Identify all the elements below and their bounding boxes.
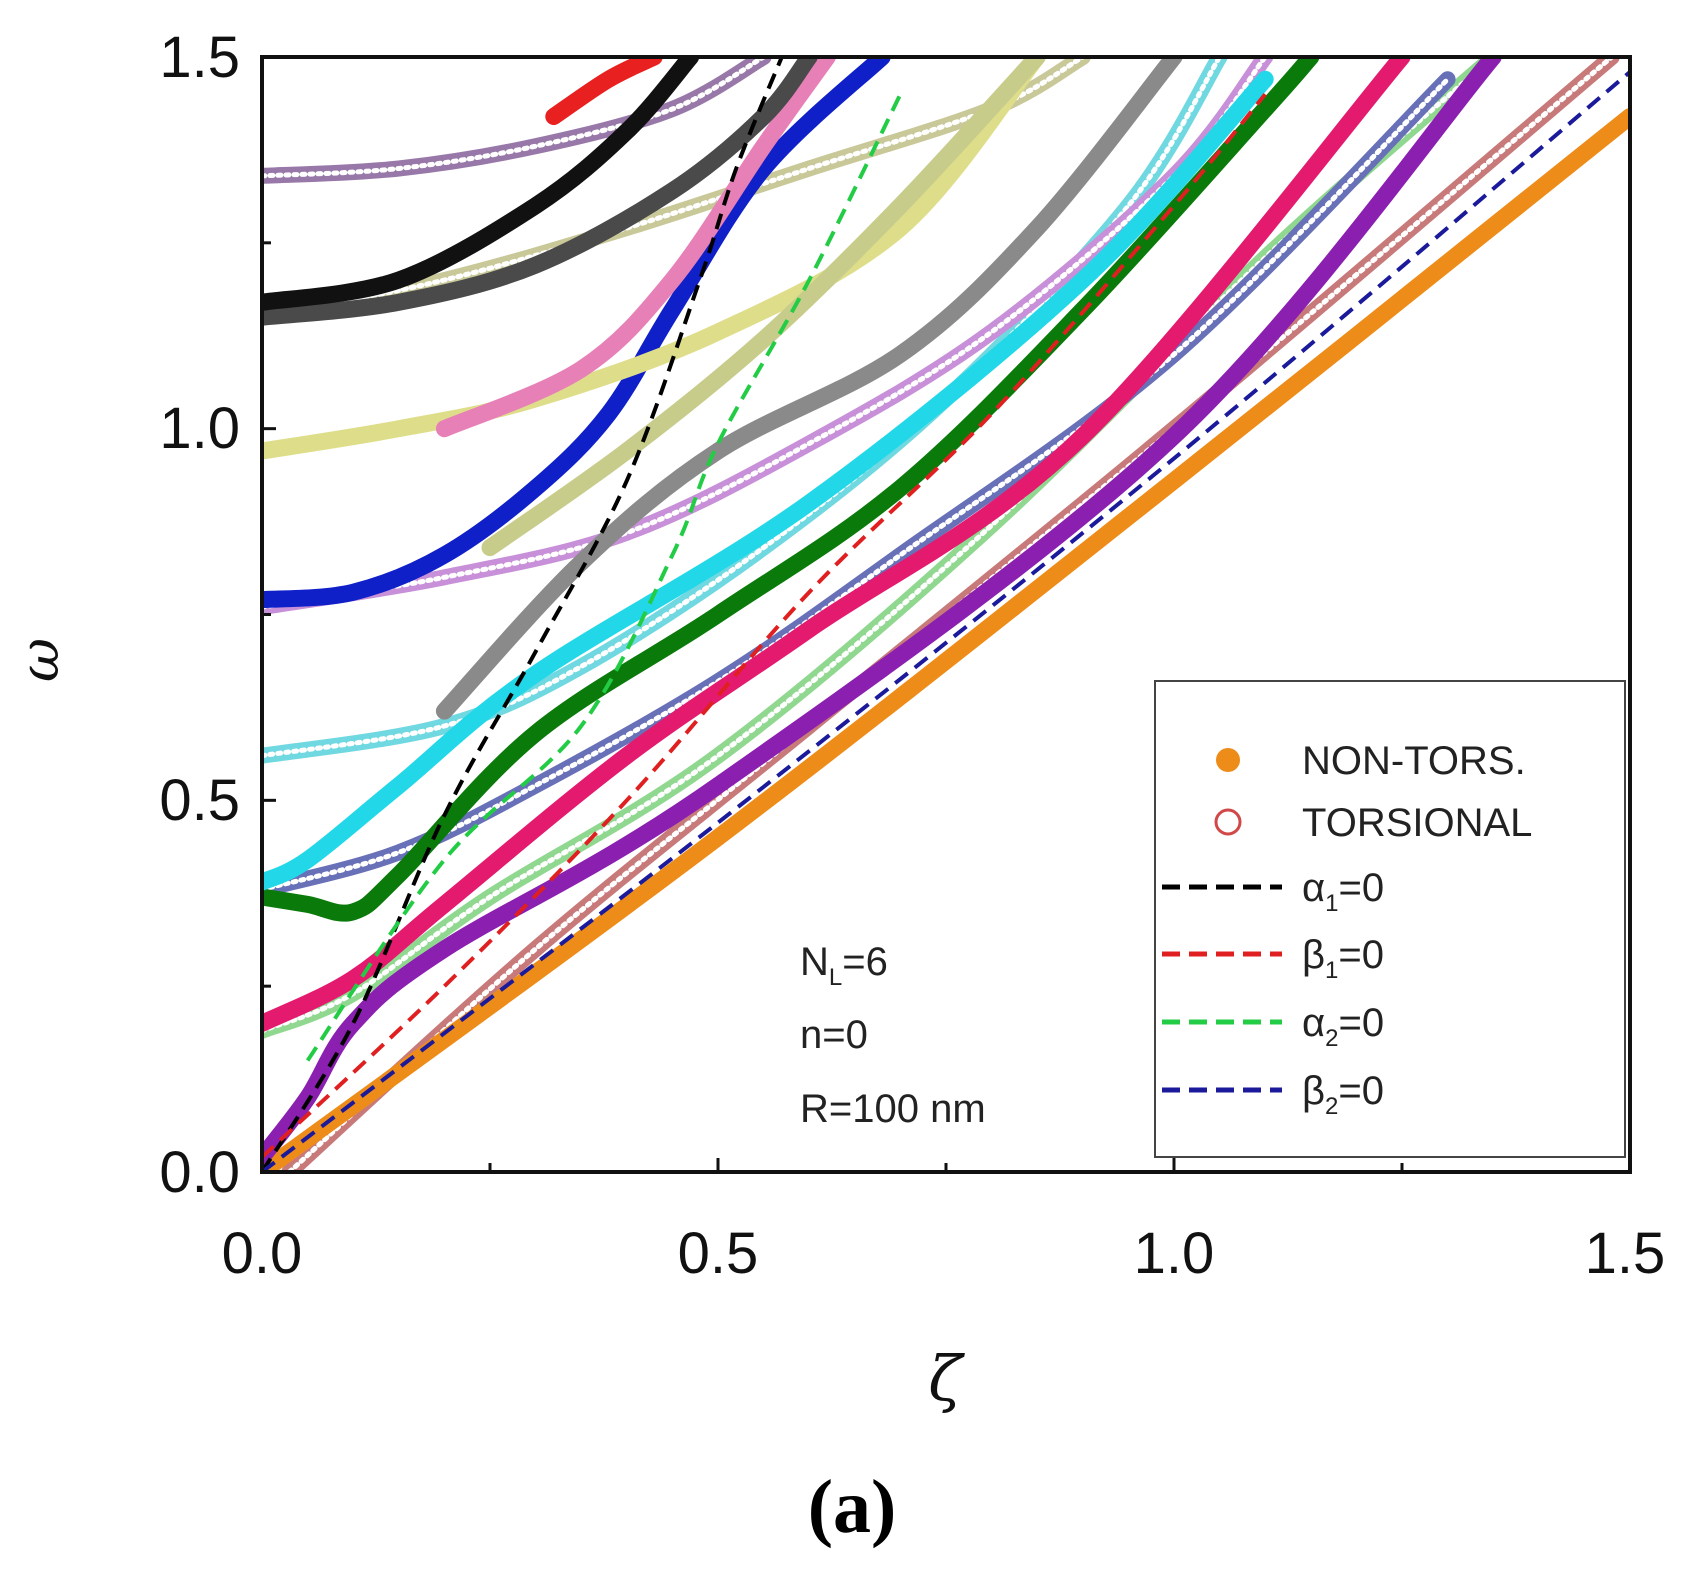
series-non-tors-cyan (262, 70, 1274, 891)
panel-label: (a) (808, 1465, 897, 1549)
legend-label: α1=0 (1302, 866, 1384, 917)
legend-label: α2=0 (1302, 1001, 1384, 1052)
legend-label: NON-TORS. (1302, 739, 1526, 783)
y-tick-label: 0.5 (159, 768, 240, 833)
series-non-tors-olive (481, 57, 1046, 557)
x-tick-label: 0.5 (678, 1221, 759, 1286)
y-axis-title: ω (8, 638, 71, 682)
annotation: NL=6 n=0 R=100 nm (800, 940, 986, 1131)
y-tick-label: 1.5 (159, 25, 240, 90)
legend-marker-open (1214, 808, 1242, 836)
legend: NON-TORS. TORSIONAL α1=0 β1=0 α2=0 β2=0 (1154, 680, 1626, 1158)
series-non-tors-yellow (262, 57, 1046, 460)
series-non-tors-orange (262, 108, 1630, 1172)
y-tick-label: 1.0 (159, 396, 240, 461)
series--2-0 (305, 93, 903, 1062)
annotation-line: NL=6 (800, 940, 888, 991)
x-axis-title: ζ (928, 1342, 965, 1415)
annotation-line: n=0 (800, 1013, 868, 1057)
series-non-tors-gray (435, 57, 1183, 720)
series-tors-light-cyan-markers (262, 57, 1223, 759)
series-non-tors-blue (262, 57, 891, 609)
ticks-layer (260, 55, 1632, 1174)
legend-label: β1=0 (1302, 933, 1384, 984)
series-non-tors-dark-gray (262, 57, 818, 326)
series-tors-mauve-markers (262, 57, 767, 179)
annotation-line: R=100 nm (800, 1087, 986, 1131)
series--1-0 (262, 57, 784, 1172)
series-layer (262, 57, 1630, 1172)
x-tick-label: 0.0 (222, 1221, 303, 1286)
series-tors-mauve (262, 57, 772, 184)
legend-label: β2=0 (1302, 1069, 1384, 1120)
legend-label: TORSIONAL (1302, 801, 1532, 845)
x-tick-label: 1.5 (1585, 1221, 1666, 1286)
series--2-0 (262, 70, 1630, 1172)
legend-marker-filled (1216, 748, 1240, 772)
y-tick-label: 0.0 (159, 1140, 240, 1205)
x-tick-label: 1.0 (1134, 1221, 1215, 1286)
series-non-tors-green (262, 57, 1320, 922)
series-non-tors-red (545, 57, 663, 125)
series-non-tors-pink (435, 57, 836, 438)
series-non-tors-purple (262, 57, 1502, 1166)
series-non-tors-black (262, 57, 700, 311)
